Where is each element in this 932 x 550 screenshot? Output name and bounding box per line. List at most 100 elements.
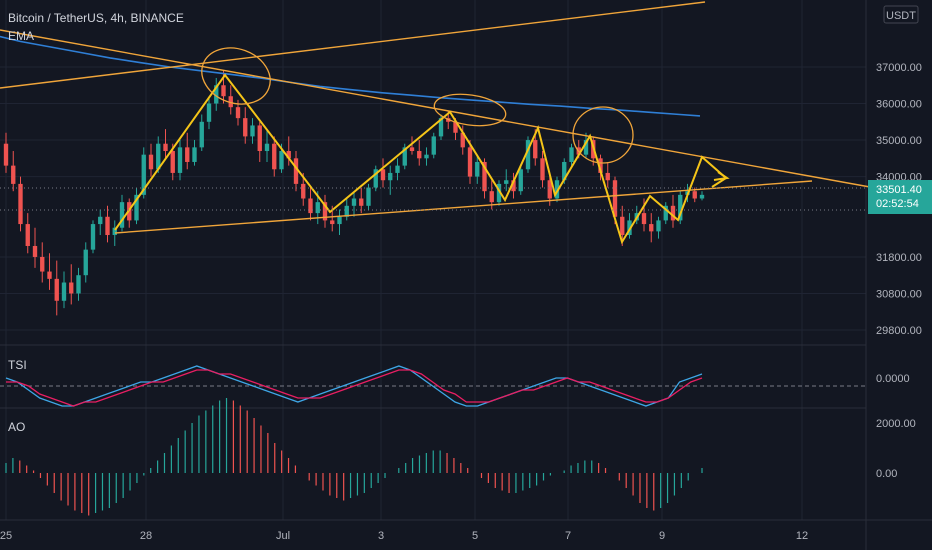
ao-legend[interactable]: AO [8,420,25,434]
candle-body [141,154,146,195]
price-tag [868,180,932,214]
time-tick-label: 7 [565,530,571,542]
candle-body [301,183,306,199]
candle-body [76,275,81,294]
candle-body [25,224,30,246]
candle-body [105,216,110,236]
candle-body [177,147,183,173]
time-tick-label: 3 [378,530,384,542]
candle-body [293,158,299,184]
candle-body [482,161,487,192]
candle-body [467,147,473,177]
candle-body [692,191,697,199]
candle-body [3,143,9,166]
candle-body [627,220,632,236]
candle-body [112,227,117,236]
price-tag-price: 33501.40 [876,184,922,196]
grid [0,0,866,520]
candle-body [518,169,523,192]
candle-body [641,213,647,225]
zigzag-pattern[interactable] [114,73,728,245]
candle-body [460,132,465,148]
candle-body [330,220,335,225]
candle-body [366,187,371,206]
time-tick-label: 25 [0,530,12,542]
candle-body [612,180,618,217]
candle-body [98,216,103,225]
candle-body [264,143,270,152]
candle-body [69,282,74,294]
price-tag-countdown: 02:52:54 [876,198,919,210]
candle-body [409,147,415,152]
candle-body [504,180,509,184]
candle-body [489,191,494,203]
candle-body [192,147,197,162]
price-tick-label: 37000.00 [876,62,922,74]
symbol-title[interactable]: Bitcoin / TetherUS, 4h, BINANCE [8,11,184,25]
candle-body [250,125,255,137]
tsi-lines [0,365,866,407]
candle-body [308,198,313,214]
candle-body [583,140,589,155]
candle-body [475,161,480,177]
ao-histogram [5,398,703,516]
time-tick-label: 28 [140,530,152,542]
candle-body [511,180,516,192]
currency-label: USDT [886,10,916,22]
candle-body [431,136,436,155]
candle-body [221,85,226,97]
candle-body [61,282,67,301]
candle-body [170,151,175,173]
candle-body [373,169,378,188]
circle-peak-3[interactable] [572,106,634,164]
time-tick-label: 12 [796,530,808,542]
candle-body [351,198,357,206]
ema-line [0,35,701,117]
candle-body [525,140,531,170]
candle-body [417,151,422,159]
ascending-trendline[interactable] [114,180,813,234]
candle-body [649,224,654,232]
candle-body [605,172,610,181]
candle-body [424,154,429,159]
candle-body [656,220,661,232]
upper-channel-line[interactable] [0,1,706,89]
candle-body [620,216,625,236]
candle-body [272,143,277,170]
currency-button[interactable] [883,5,919,24]
candle-body [359,198,364,206]
tsi-tick-label: 0.0000 [876,373,910,385]
price-axis[interactable]: 39000.0037000.0036000.0035000.0034000.00… [876,0,922,480]
candle-body [496,183,502,203]
price-tick-label: 36000.00 [876,99,922,111]
circle-peak-2[interactable] [432,90,507,130]
candle-body [54,278,59,301]
price-tick-label: 29800.00 [876,325,922,337]
candle-body [663,205,668,221]
tsi-line [5,365,703,407]
circle-peak-1[interactable] [194,39,278,114]
price-tick-label: 35000.00 [876,135,922,147]
candle-body [540,158,545,181]
candle-body [134,194,139,221]
candle-body [438,118,444,137]
candle-body [32,245,38,257]
time-tick-label: 9 [659,530,665,542]
candle-body [699,194,705,199]
arrow-head [713,171,730,181]
candle-body [257,125,262,152]
candle-body [388,172,393,181]
candle-body [156,143,161,170]
ao-tick-label: 2000.00 [876,418,916,430]
candle-body [119,202,125,228]
candle-body [279,151,284,170]
tsi-legend[interactable]: TSI [8,358,27,372]
candle-body [322,202,328,221]
candle-body [562,161,567,181]
ema-legend[interactable]: EMA [8,29,34,43]
time-axis[interactable]: 25 28 Jul 3 5 7 9 12 [0,530,808,542]
candle-body [569,147,574,162]
